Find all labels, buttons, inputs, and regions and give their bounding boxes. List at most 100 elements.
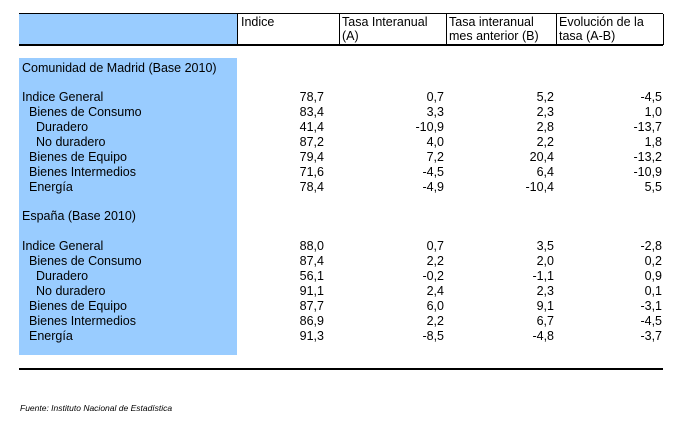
section-title-madrid: Comunidad de Madrid (Base 2010) <box>22 61 217 75</box>
cell-tasa-anterior: 2,0 <box>536 254 554 268</box>
cell-indice: 88,0 <box>299 239 324 253</box>
cell-tasa-anterior: 5,2 <box>536 90 554 104</box>
table-row: Bienes Intermedios 86,9 2,2 6,7 -4,5 <box>0 314 690 329</box>
cell-tasa: 4,0 <box>426 135 444 149</box>
cell-evolucion: -3,7 <box>640 329 662 343</box>
cell-evolucion: 0,1 <box>644 284 662 298</box>
header-tasa-interanual: Tasa Interanual (A) <box>342 15 427 43</box>
cell-indice: 91,1 <box>299 284 324 298</box>
cell-tasa: 2,2 <box>426 254 444 268</box>
cell-tasa: 7,2 <box>426 150 444 164</box>
row-label: Duradero <box>36 269 89 283</box>
cell-indice: 41,4 <box>299 120 324 134</box>
header-evol-line1: Evolución de la <box>559 15 644 29</box>
row-label: Bienes Intermedios <box>29 165 137 179</box>
table-row: Energía 91,3 -8,5 -4,8 -3,7 <box>0 329 690 344</box>
cell-tasa: 3,3 <box>426 105 444 119</box>
table-top-rule <box>19 13 663 14</box>
cell-evolucion: -4,5 <box>640 314 662 328</box>
row-label: Bienes de Equipo <box>29 150 127 164</box>
header-divider <box>446 14 447 45</box>
table-bottom-rule <box>19 368 663 370</box>
cell-indice: 87,2 <box>299 135 324 149</box>
row-label: Bienes de Consumo <box>29 254 142 268</box>
cell-evolucion: 0,9 <box>644 269 662 283</box>
cell-tasa-anterior: 9,1 <box>536 299 554 313</box>
header-divider <box>556 14 557 45</box>
cell-indice: 78,7 <box>299 90 324 104</box>
cell-tasa-anterior: -4,8 <box>532 329 554 343</box>
header-tasa-ant-line2: mes anterior (B) <box>449 29 539 43</box>
header-divider <box>339 14 340 45</box>
table-row: Bienes de Equipo 87,7 6,0 9,1 -3,1 <box>0 299 690 314</box>
table-row: Indice General 88,0 0,7 3,5 -2,8 <box>0 239 690 254</box>
cell-evolucion: 0,2 <box>644 254 662 268</box>
cell-tasa-anterior: 2,2 <box>536 135 554 149</box>
cell-tasa: -8,5 <box>422 329 444 343</box>
header-tasa-mes-anterior: Tasa interanual mes anterior (B) <box>449 15 539 43</box>
cell-indice: 87,4 <box>299 254 324 268</box>
cell-tasa: 2,4 <box>426 284 444 298</box>
header-bottom-rule <box>19 44 663 46</box>
cell-tasa: -0,2 <box>422 269 444 283</box>
table-row: Duradero 56,1 -0,2 -1,1 0,9 <box>0 269 690 284</box>
section-title-espana: España (Base 2010) <box>22 209 136 223</box>
header-tasa-ant-line1: Tasa interanual <box>449 15 534 29</box>
header-tasa-line2: (A) <box>342 29 359 43</box>
cell-indice: 78,4 <box>299 180 324 194</box>
row-label: Energía <box>29 329 73 343</box>
header-evol-line2: tasa (A-B) <box>559 29 616 43</box>
table-row: Duradero 41,4 -10,9 2,8 -13,7 <box>0 120 690 135</box>
cell-indice: 87,7 <box>299 299 324 313</box>
cell-tasa: 0,7 <box>426 239 444 253</box>
cell-evolucion: 1,0 <box>644 105 662 119</box>
cell-tasa: 0,7 <box>426 90 444 104</box>
cell-evolucion: -10,9 <box>633 165 663 179</box>
header-divider <box>237 14 238 45</box>
header-divider <box>663 14 664 45</box>
cell-tasa-anterior: -10,4 <box>525 180 555 194</box>
row-label: No duradero <box>36 135 106 149</box>
cell-tasa: -4,9 <box>422 180 444 194</box>
cell-evolucion: -13,2 <box>633 150 663 164</box>
cell-indice: 86,9 <box>299 314 324 328</box>
cell-indice: 71,6 <box>299 165 324 179</box>
table-row: No duradero 91,1 2,4 2,3 0,1 <box>0 284 690 299</box>
cell-evolucion: 5,5 <box>644 180 662 194</box>
cell-evolucion: -3,1 <box>640 299 662 313</box>
cell-tasa-anterior: -1,1 <box>532 269 554 283</box>
table-row: Indice General 78,7 0,7 5,2 -4,5 <box>0 90 690 105</box>
cell-evolucion: -2,8 <box>640 239 662 253</box>
row-label: Indice General <box>22 239 104 253</box>
header-evolucion: Evolución de la tasa (A-B) <box>559 15 644 43</box>
cell-indice: 83,4 <box>299 105 324 119</box>
header-label-cell <box>19 14 237 45</box>
cell-tasa: 6,0 <box>426 299 444 313</box>
row-label: Energía <box>29 180 73 194</box>
row-label: Indice General <box>22 90 104 104</box>
header-indice: Indice <box>241 15 275 29</box>
table-row: No duradero 87,2 4,0 2,2 1,8 <box>0 135 690 150</box>
cell-indice: 79,4 <box>299 150 324 164</box>
table-row: Bienes Intermedios 71,6 -4,5 6,4 -10,9 <box>0 165 690 180</box>
row-label-column <box>19 58 237 355</box>
cell-tasa-anterior: 2,8 <box>536 120 554 134</box>
table-row: Energía 78,4 -4,9 -10,4 5,5 <box>0 180 690 195</box>
cell-indice: 56,1 <box>299 269 324 283</box>
cell-evolucion: -13,7 <box>633 120 663 134</box>
cell-tasa: -10,9 <box>415 120 445 134</box>
row-label: Bienes de Equipo <box>29 299 127 313</box>
header-tasa-line1: Tasa Interanual <box>342 15 428 29</box>
cell-tasa-anterior: 3,5 <box>536 239 554 253</box>
cell-tasa: 2,2 <box>426 314 444 328</box>
cell-tasa-anterior: 6,7 <box>536 314 554 328</box>
cell-evolucion: -4,5 <box>640 90 662 104</box>
row-label: No duradero <box>36 284 106 298</box>
cell-indice: 91,3 <box>299 329 324 343</box>
cell-tasa-anterior: 2,3 <box>536 105 554 119</box>
table-row: Bienes de Consumo 83,4 3,3 2,3 1,0 <box>0 105 690 120</box>
cell-tasa-anterior: 6,4 <box>536 165 554 179</box>
table-row: Bienes de Equipo 79,4 7,2 20,4 -13,2 <box>0 150 690 165</box>
cell-evolucion: 1,8 <box>644 135 662 149</box>
